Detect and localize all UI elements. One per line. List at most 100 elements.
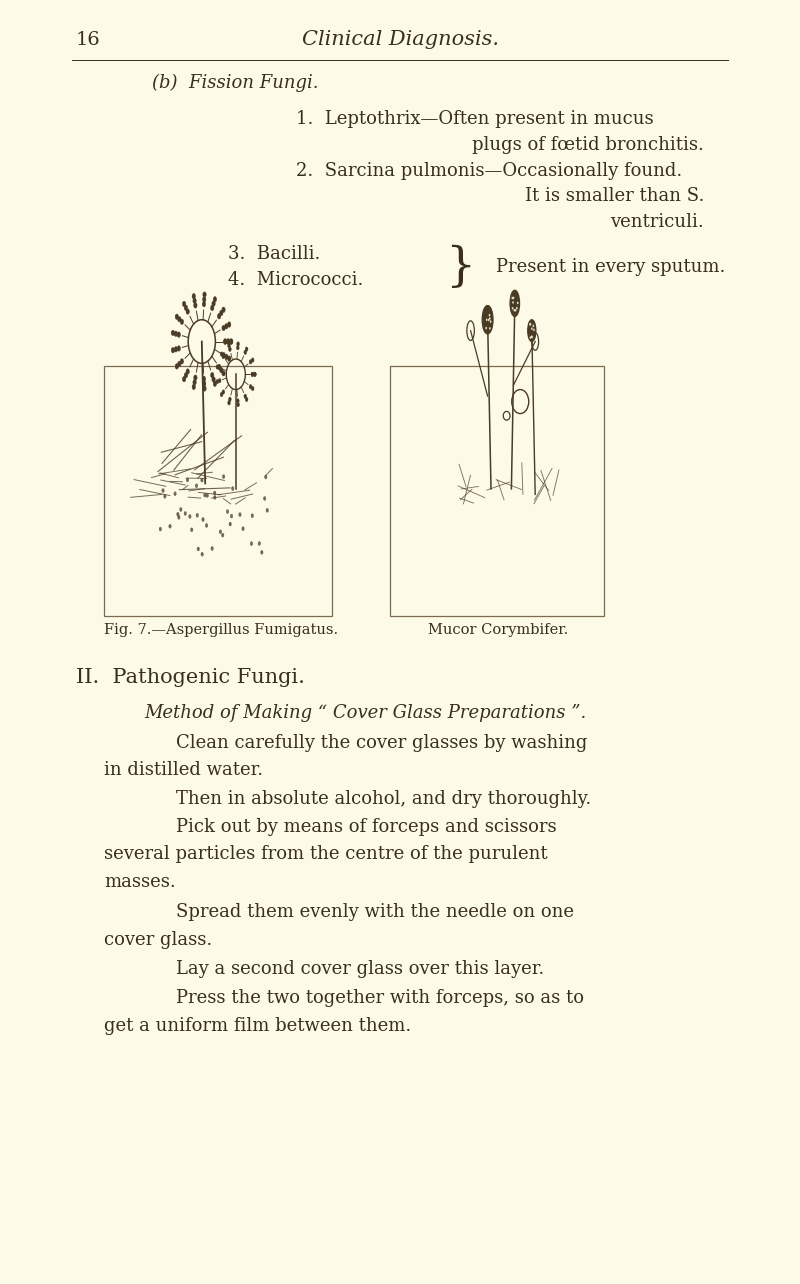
- Text: Clinical Diagnosis.: Clinical Diagnosis.: [302, 30, 498, 49]
- Circle shape: [218, 365, 221, 370]
- Circle shape: [179, 507, 182, 511]
- Circle shape: [186, 478, 189, 482]
- Circle shape: [263, 497, 266, 501]
- Circle shape: [218, 366, 221, 370]
- Circle shape: [513, 297, 514, 299]
- Circle shape: [249, 360, 252, 365]
- Circle shape: [184, 511, 186, 515]
- Circle shape: [515, 309, 517, 312]
- Circle shape: [530, 322, 531, 325]
- Text: }: }: [445, 244, 475, 290]
- Circle shape: [184, 372, 188, 377]
- Text: Spread them evenly with the needle on one: Spread them evenly with the needle on on…: [176, 903, 574, 921]
- Circle shape: [196, 514, 198, 517]
- Circle shape: [237, 342, 239, 347]
- Circle shape: [219, 530, 222, 534]
- Circle shape: [171, 348, 174, 353]
- Bar: [104, 366, 332, 616]
- Circle shape: [174, 492, 176, 496]
- Circle shape: [184, 306, 188, 311]
- Circle shape: [203, 385, 206, 392]
- Circle shape: [251, 372, 254, 376]
- Circle shape: [202, 297, 206, 302]
- Circle shape: [230, 514, 233, 517]
- Text: II.  Pathogenic Fungi.: II. Pathogenic Fungi.: [76, 668, 305, 687]
- Circle shape: [178, 515, 180, 519]
- Circle shape: [178, 317, 181, 322]
- Circle shape: [512, 302, 514, 304]
- Circle shape: [237, 402, 239, 407]
- Circle shape: [193, 380, 196, 385]
- Circle shape: [231, 487, 234, 490]
- Circle shape: [186, 369, 190, 374]
- Circle shape: [218, 379, 221, 383]
- Circle shape: [222, 307, 226, 312]
- Circle shape: [206, 493, 209, 497]
- Circle shape: [175, 315, 178, 320]
- Text: several particles from the centre of the purulent: several particles from the centre of the…: [104, 845, 548, 863]
- Circle shape: [533, 329, 534, 331]
- Circle shape: [219, 367, 223, 372]
- Circle shape: [230, 339, 233, 344]
- Circle shape: [512, 307, 514, 309]
- Circle shape: [177, 512, 179, 516]
- Ellipse shape: [482, 306, 493, 334]
- Circle shape: [202, 381, 206, 386]
- Text: plugs of fœtid bronchitis.: plugs of fœtid bronchitis.: [472, 136, 704, 154]
- Circle shape: [204, 493, 206, 497]
- Circle shape: [201, 478, 203, 482]
- Circle shape: [178, 361, 181, 366]
- Circle shape: [206, 524, 208, 528]
- Circle shape: [222, 325, 226, 331]
- Circle shape: [202, 517, 204, 521]
- Circle shape: [171, 330, 174, 335]
- Circle shape: [246, 347, 248, 352]
- Circle shape: [214, 496, 216, 499]
- Text: ventriculi.: ventriculi.: [610, 213, 704, 231]
- Circle shape: [530, 324, 531, 326]
- Circle shape: [261, 551, 263, 555]
- Circle shape: [164, 494, 166, 498]
- Circle shape: [222, 354, 225, 358]
- Circle shape: [201, 552, 203, 556]
- Circle shape: [213, 381, 217, 386]
- Ellipse shape: [510, 290, 519, 316]
- Circle shape: [229, 347, 231, 352]
- Circle shape: [242, 526, 244, 530]
- Circle shape: [223, 339, 227, 344]
- Circle shape: [222, 475, 225, 479]
- Circle shape: [180, 358, 184, 365]
- Text: masses.: masses.: [104, 873, 176, 891]
- Circle shape: [226, 339, 230, 344]
- Circle shape: [202, 302, 206, 307]
- Text: 3.  Bacilli.: 3. Bacilli.: [228, 245, 320, 263]
- Circle shape: [228, 401, 230, 404]
- Circle shape: [213, 297, 217, 302]
- Text: Mucor Corymbifer.: Mucor Corymbifer.: [428, 623, 568, 637]
- Circle shape: [244, 394, 246, 398]
- Circle shape: [244, 351, 246, 354]
- Circle shape: [237, 398, 239, 403]
- Text: 2.  Sarcina pulmonis—Occasionally found.: 2. Sarcina pulmonis—Occasionally found.: [296, 162, 682, 180]
- Circle shape: [192, 294, 195, 299]
- Circle shape: [210, 306, 214, 311]
- Circle shape: [254, 372, 256, 376]
- Circle shape: [258, 542, 261, 546]
- Circle shape: [194, 375, 197, 380]
- Circle shape: [202, 376, 206, 381]
- Circle shape: [230, 339, 233, 344]
- Circle shape: [226, 339, 230, 344]
- Circle shape: [195, 484, 198, 488]
- Bar: [390, 366, 604, 616]
- Circle shape: [251, 514, 254, 517]
- Circle shape: [489, 313, 490, 316]
- Circle shape: [229, 523, 231, 526]
- Circle shape: [222, 533, 224, 537]
- Circle shape: [177, 333, 181, 338]
- Circle shape: [212, 376, 215, 383]
- Circle shape: [489, 327, 490, 330]
- Circle shape: [162, 489, 164, 493]
- Circle shape: [531, 335, 533, 338]
- Circle shape: [486, 326, 487, 330]
- Circle shape: [533, 325, 534, 327]
